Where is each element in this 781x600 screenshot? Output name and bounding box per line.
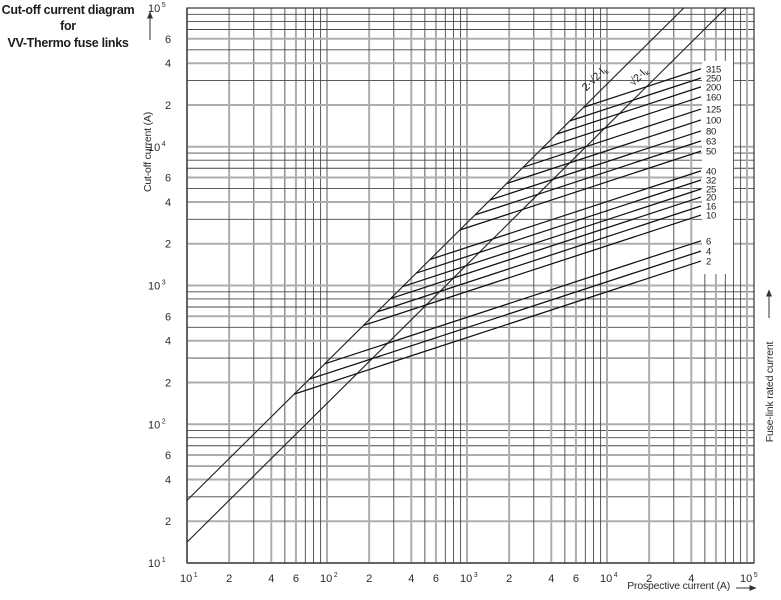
y-tick-label: 2 [165,239,171,251]
fuse-curve-100 [506,119,702,185]
reference-lines: 2·√2·Ik √2·Ik [186,7,727,543]
fuse-curve-16 [376,205,702,313]
y-tick-decade: 10 3 [148,280,166,293]
x-tick-label: 6 [433,573,439,585]
y-tick-label: 2 [165,100,171,112]
symmetrical-peak-line-label-sub: k [643,68,652,77]
y-tick-decade: 10 2 [148,418,166,431]
x-tick-label: 6 [573,573,579,585]
x-tick-decade-exp: 2 [334,572,338,579]
fuse-rating-label: 200 [706,82,721,93]
x-tick-decade: 10 2 [320,572,338,585]
fuse-curve-25 [402,188,702,288]
chart-title-line1: Cut-off current diagram for [1,3,135,34]
x-tick-label: 4 [688,573,694,585]
x-tick-label: 6 [293,573,299,585]
y-tick-decade-exp: 4 [162,141,166,148]
fuse-curve-4 [309,250,702,380]
y-tick-label: 4 [165,197,171,209]
x-tick-decade-exp: 3 [474,572,478,579]
x-axis-title: Prospective current (A) [627,580,730,592]
x-tick-label: 2 [646,573,652,585]
fuse-curve-63 [474,140,702,216]
fuse-curve-315 [583,68,702,108]
fuse-rating-label: 16 [706,202,716,213]
fuse-curves [294,68,702,395]
fuse-curve-50 [459,150,702,231]
plot-border-rect [186,7,755,564]
fuse-curve-32 [416,179,702,274]
fuse-curve-160 [541,96,702,150]
chart-title: Cut-off current diagram for VV-Thermo fu… [0,2,136,51]
rating-label-box-bg [702,61,733,274]
fuse-rating-label: 250 [706,73,721,84]
plot-border [186,7,755,564]
fuse-rating-label: 6 [706,236,711,247]
asymmetrical-peak-line-label-sub: k [602,67,611,76]
x-tick-decade: 10 5 [740,572,758,585]
x-tick-decade-exp: 5 [754,572,758,579]
x-tick-label: 4 [408,573,414,585]
axis-arrows [147,11,772,591]
x-tick-decade: 10 1 [180,572,198,585]
fuse-curve-200 [556,86,702,135]
x-tick-label: 4 [268,573,274,585]
chart-title-line2: VV-Thermo fuse links [7,35,129,50]
fuse-rating-label: 20 [706,193,716,204]
fuse-curve-20 [390,196,702,300]
y-tick-decade-exp: 3 [162,280,166,287]
fuse-rating-label: 2 [706,257,711,268]
fuse-rating-label: 63 [706,137,716,148]
y-tick-label: 6 [165,450,171,462]
x-tick-decade-exp: 1 [194,572,198,579]
fuse-rating-label: 32 [706,175,716,186]
y-tick-label: 4 [165,474,171,486]
y-tick-label: 4 [165,336,171,348]
x-tick-label: 4 [548,573,554,585]
fuse-rating-label: 315 [706,64,721,75]
y-tick-label: 6 [165,311,171,323]
grid-lines [186,8,754,564]
y-tick-label: 2 [165,377,171,389]
asymmetrical-peak-line [186,7,685,501]
x-tick-label: 2 [506,573,512,585]
fuse-curve-250 [569,77,702,122]
x-tick-label: 2 [366,573,372,585]
y-axis-title: Cut-off current (A) [142,111,154,193]
x-tick-label: 2 [226,573,232,585]
y-tick-decade-exp: 2 [162,418,166,425]
fuse-curve-2 [294,260,702,395]
fuse-curve-10 [363,214,702,326]
y-tick-decade: 10 1 [148,557,166,570]
y-tick-label: 4 [165,58,171,70]
fuse-rating-label: 125 [706,105,721,116]
x-tick-decade: 10 3 [460,572,478,585]
y-tick-label: 6 [165,34,171,46]
fuse-rating-label: 10 [706,211,716,222]
fuse-rating-label: 4 [706,247,711,258]
fuse-curve-40 [429,170,702,261]
fuse-rating-label: 50 [706,147,716,158]
y-tick-decade-exp: 1 [162,557,166,564]
fuse-rating-label: 100 [706,115,721,126]
fuse-rating-label: 25 [706,185,716,196]
y-tick-label: 6 [165,173,171,185]
fuse-curve-125 [522,108,702,168]
fuse-curve-80 [489,130,702,201]
y-tick-label: 2 [165,516,171,528]
symmetrical-peak-line [186,7,727,543]
y-tick-decade: 10 5 [148,2,166,15]
y-tick-decade-exp: 5 [162,2,166,9]
right-axis-title: Fuse-link rated current [764,341,776,443]
fuse-rating-label: 80 [706,126,716,137]
fuse-curve-6 [324,240,702,365]
fuse-rating-label: 160 [706,92,721,103]
x-tick-decade-exp: 4 [614,572,618,579]
fuse-rating-label: 40 [706,166,716,177]
